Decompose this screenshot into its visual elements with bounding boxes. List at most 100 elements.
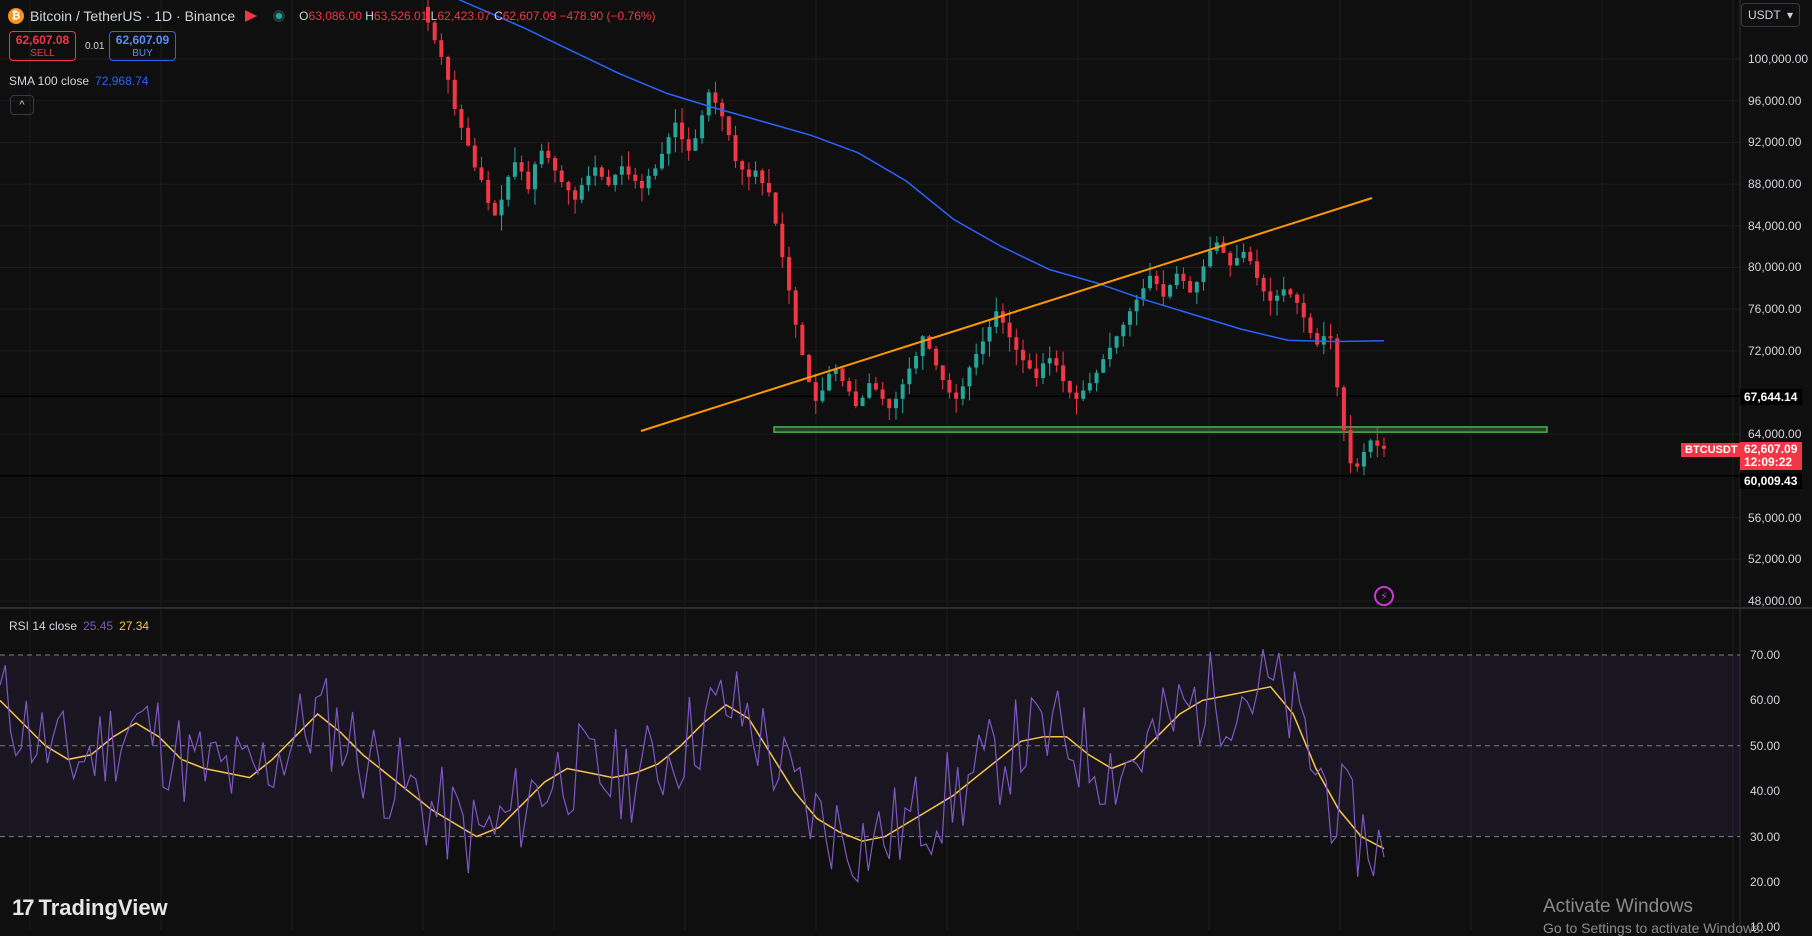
candle-body	[706, 92, 711, 116]
candle-body	[914, 356, 919, 369]
candle-body	[947, 380, 952, 393]
candle-body	[1301, 302, 1306, 318]
candle-body	[479, 167, 484, 180]
currency-select[interactable]: USDT ▾	[1741, 3, 1800, 27]
candle-body	[686, 139, 691, 151]
candle-body	[1281, 289, 1286, 296]
price-axis-label: 80,000.00	[1748, 260, 1802, 275]
candle-body	[579, 185, 584, 200]
candle-body	[726, 116, 731, 136]
candle-body	[1308, 317, 1313, 334]
candle-body	[619, 166, 624, 175]
candle-body	[1368, 440, 1373, 452]
candle-body	[566, 181, 571, 191]
candle-body	[559, 170, 564, 182]
candle-body	[519, 162, 524, 172]
logo-icon: 17	[12, 895, 35, 920]
candle-body	[653, 168, 658, 176]
price-axis-label: 76,000.00	[1748, 302, 1802, 317]
candle-body	[740, 161, 745, 170]
candle-body	[766, 183, 771, 193]
symbol-title[interactable]: Bitcoin / TetherUS · 1D · Binance	[30, 8, 236, 24]
buy-label: BUY	[132, 48, 153, 59]
candle-body	[439, 40, 444, 57]
candle-body	[680, 122, 685, 140]
lower-level-tag: 60,009.43	[1740, 473, 1802, 489]
candle-body	[1094, 372, 1099, 384]
candle-body	[626, 166, 631, 175]
candle-body	[1321, 336, 1326, 345]
activate-windows-watermark: Activate Windows Go to Settings to activ…	[1543, 896, 1764, 936]
buy-price: 62,607.09	[115, 33, 170, 47]
candle-body	[907, 368, 912, 385]
candle-body	[1087, 383, 1092, 391]
candle-body	[1041, 363, 1046, 378]
candle-body	[733, 135, 738, 162]
candle-body	[1007, 322, 1012, 338]
candle-body	[459, 109, 464, 128]
price-axis-label: 72,000.00	[1748, 343, 1802, 358]
tradingview-logo[interactable]: 17 TradingView	[12, 895, 168, 921]
candle-body	[1295, 294, 1300, 303]
last-price: 62,607.09	[1744, 442, 1798, 456]
candle-body	[1181, 273, 1186, 282]
ohlc-values: O63,086.00 H63,526.01 L62,423.07 C62,607…	[299, 9, 656, 23]
flag-icon[interactable]	[245, 10, 258, 22]
candle-body	[599, 167, 604, 177]
candle-body	[1254, 261, 1259, 278]
support-zone	[773, 426, 1548, 433]
candle-body	[1382, 445, 1386, 449]
rsi-legend[interactable]: RSI 14 close 25.45 27.34	[9, 619, 149, 633]
candle-body	[760, 170, 765, 184]
rsi-axis-label: 30.00	[1750, 829, 1781, 844]
sell-button[interactable]: 62,607.08 SELL	[9, 31, 76, 61]
candle-body	[446, 56, 451, 80]
candle-body	[1174, 273, 1179, 286]
candle-body	[780, 223, 785, 258]
candle-body	[499, 199, 504, 216]
candle-body	[1027, 360, 1032, 369]
upper-level-tag: 67,644.14	[1740, 389, 1802, 405]
candle-body	[693, 138, 698, 151]
brand-name: TradingView	[38, 895, 168, 920]
bolt-icon[interactable]: ⚡	[1374, 586, 1394, 606]
candle-body	[1047, 358, 1052, 364]
bar-countdown: 12:09:22	[1744, 455, 1793, 469]
price-axis-label: 52,000.00	[1748, 552, 1802, 567]
buy-button[interactable]: 62,607.09 BUY	[109, 31, 176, 61]
candle-body	[1020, 349, 1025, 361]
candle-body	[787, 257, 792, 291]
candle-body	[1000, 311, 1005, 323]
rsi-label: RSI 14 close	[9, 619, 78, 633]
candle-body	[1341, 387, 1346, 431]
candle-body	[1241, 251, 1246, 259]
candle-body	[613, 174, 618, 186]
candle-body	[1121, 324, 1126, 337]
candle-body	[860, 397, 865, 407]
sma-legend[interactable]: SMA 100 close 72,968.74	[9, 74, 148, 88]
candle-body	[974, 353, 979, 368]
chevron-up-icon: ^	[19, 99, 25, 111]
bitcoin-icon: ₿	[8, 8, 24, 24]
candle-body	[1148, 275, 1153, 289]
candle-body	[1154, 275, 1159, 285]
candle-body	[633, 174, 638, 181]
candle-body	[934, 348, 939, 366]
candle-body	[773, 192, 778, 224]
trendline	[640, 197, 1373, 432]
candle-body	[1348, 430, 1353, 464]
rsi-axis-label: 40.00	[1750, 784, 1781, 799]
candle-body	[1101, 359, 1106, 373]
candle-body	[573, 190, 578, 200]
candle-body	[1067, 381, 1072, 393]
rsi-axis-label: 10.00	[1750, 920, 1781, 935]
collapse-legend-button[interactable]: ^	[10, 95, 34, 115]
rsi-axis-label: 60.00	[1750, 693, 1781, 708]
candle-body	[539, 150, 544, 165]
candle-body	[833, 368, 838, 374]
price-axis-label: 56,000.00	[1748, 510, 1802, 525]
candle-body	[673, 122, 678, 138]
symbol-legend: ₿ Bitcoin / TetherUS · 1D · Binance O63,…	[8, 6, 656, 26]
price-axis-label: 88,000.00	[1748, 177, 1802, 192]
